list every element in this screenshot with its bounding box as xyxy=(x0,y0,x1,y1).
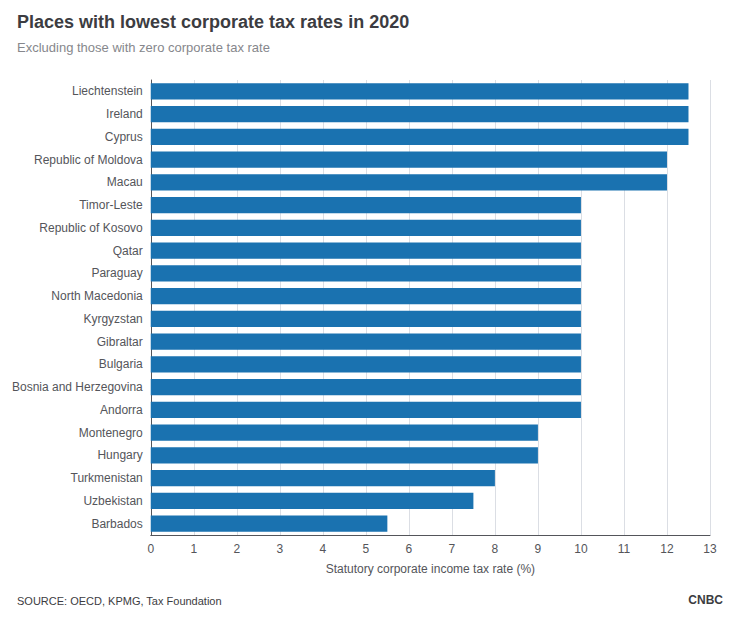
svg-text:5: 5 xyxy=(363,542,370,556)
svg-text:Bulgaria: Bulgaria xyxy=(99,357,143,371)
svg-text:Gibraltar: Gibraltar xyxy=(97,335,143,349)
svg-text:11: 11 xyxy=(618,542,631,556)
svg-text:Statutory corporate income tax: Statutory corporate income tax rate (%) xyxy=(326,562,535,576)
svg-text:Montenegro: Montenegro xyxy=(79,426,143,440)
svg-text:Ireland: Ireland xyxy=(106,107,143,121)
svg-text:9: 9 xyxy=(535,542,542,556)
svg-text:CNBC: CNBC xyxy=(688,593,723,607)
svg-text:Excluding those with zero corp: Excluding those with zero corporate tax … xyxy=(17,40,270,55)
svg-text:1: 1 xyxy=(190,542,197,556)
svg-text:Cyprus: Cyprus xyxy=(105,130,143,144)
svg-text:7: 7 xyxy=(449,542,456,556)
svg-text:10: 10 xyxy=(574,542,588,556)
svg-text:6: 6 xyxy=(406,542,413,556)
svg-text:Turkmenistan: Turkmenistan xyxy=(71,471,143,485)
svg-text:Timor-Leste: Timor-Leste xyxy=(79,198,143,212)
svg-text:Republic of Moldova: Republic of Moldova xyxy=(34,153,143,167)
svg-text:Bosnia and Herzegovina: Bosnia and Herzegovina xyxy=(12,380,143,394)
svg-text:Kyrgyzstan: Kyrgyzstan xyxy=(83,312,142,326)
svg-text:Hungary: Hungary xyxy=(97,448,142,462)
svg-text:Barbados: Barbados xyxy=(91,517,142,531)
svg-text:North Macedonia: North Macedonia xyxy=(51,289,143,303)
svg-text:0: 0 xyxy=(147,542,154,556)
svg-text:13: 13 xyxy=(703,542,717,556)
svg-text:SOURCE: OECD, KPMG, Tax Founda: SOURCE: OECD, KPMG, Tax Foundation xyxy=(17,595,222,607)
svg-text:Andorra: Andorra xyxy=(100,403,143,417)
svg-text:12: 12 xyxy=(660,542,674,556)
svg-text:Liechtenstein: Liechtenstein xyxy=(72,84,143,98)
svg-text:8: 8 xyxy=(492,542,499,556)
svg-text:Places with lowest corporate t: Places with lowest corporate tax rates i… xyxy=(17,12,409,32)
svg-text:3: 3 xyxy=(276,542,283,556)
svg-text:Paraguay: Paraguay xyxy=(91,266,142,280)
svg-text:Qatar: Qatar xyxy=(113,244,143,258)
svg-text:2: 2 xyxy=(233,542,240,556)
svg-text:4: 4 xyxy=(319,542,326,556)
svg-text:Uzbekistan: Uzbekistan xyxy=(83,494,142,508)
svg-text:Macau: Macau xyxy=(107,175,143,189)
svg-text:Republic of Kosovo: Republic of Kosovo xyxy=(39,221,143,235)
